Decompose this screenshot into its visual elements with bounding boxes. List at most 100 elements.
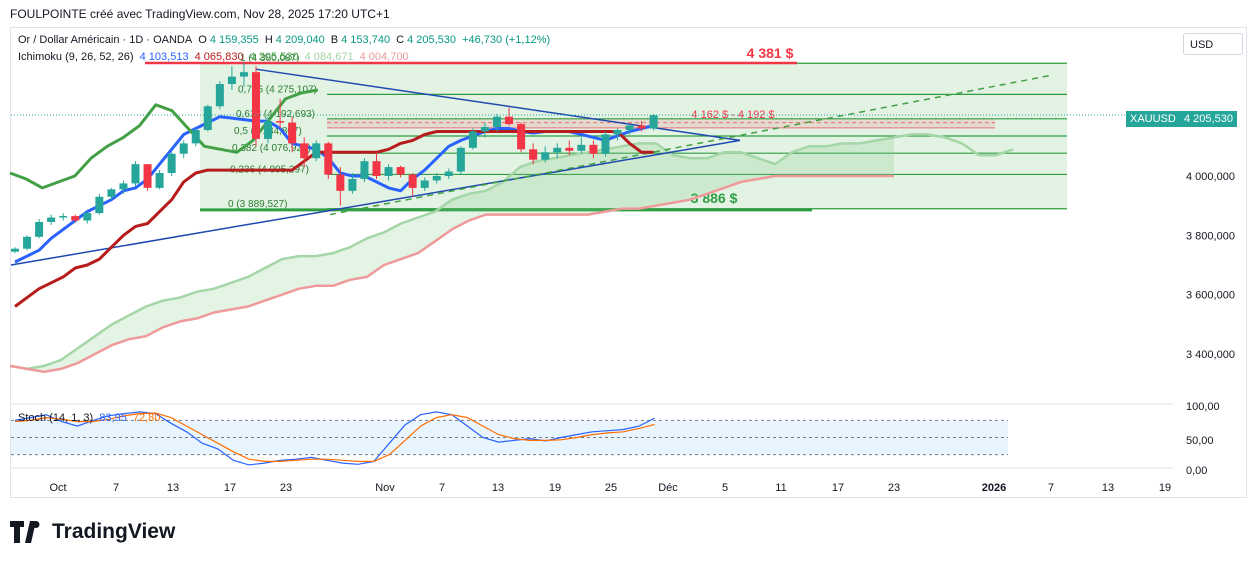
- x-tick-label: Oct: [49, 482, 66, 494]
- candle-body: [264, 121, 273, 139]
- tradingview-logo-icon: [10, 521, 40, 543]
- triangle-upper-trendline: [255, 68, 741, 142]
- candle-body: [71, 216, 80, 221]
- change-value: +46,730 (+1,12%): [462, 34, 551, 46]
- ichimoku-chikou-value: 4 205,530: [249, 51, 299, 63]
- fib-label: 0,618 (4 192,693): [236, 109, 315, 120]
- candle-body: [637, 125, 646, 129]
- x-tick-label: Nov: [375, 482, 395, 494]
- candle-body: [360, 161, 369, 179]
- x-tick-label: 19: [549, 482, 561, 494]
- top-level-label: 4 381 $: [747, 45, 794, 61]
- candle-body: [143, 164, 152, 188]
- range-label: 4 162 $ - 4 192 $: [691, 109, 774, 121]
- ticker-tag-price: 4 205,530: [1180, 111, 1237, 127]
- candle-body: [191, 130, 200, 144]
- candle-body: [517, 124, 526, 150]
- open-value: 4 159,355: [209, 34, 259, 46]
- kijun-sen-line: [14, 130, 654, 308]
- x-tick-label: 17: [832, 482, 844, 494]
- candle-body: [565, 147, 574, 151]
- x-tick-label: 19: [1159, 482, 1171, 494]
- currency-button[interactable]: USD: [1183, 33, 1243, 55]
- candle-body: [203, 106, 212, 131]
- x-tick-label: 7: [1048, 482, 1054, 494]
- candle-body: [23, 236, 32, 249]
- candle-body: [155, 173, 164, 188]
- candle-body: [480, 127, 489, 132]
- candle-body: [348, 178, 357, 191]
- stoch-d-value: 72,80: [132, 412, 161, 424]
- candle-body: [227, 76, 236, 85]
- x-tick-label: 13: [167, 482, 179, 494]
- stoch-label: Stoch (14, 1, 3): [18, 412, 94, 424]
- low-value: 4 153,740: [341, 34, 391, 46]
- candle-body: [625, 125, 634, 131]
- ichimoku-legend[interactable]: Ichimoku (9, 26, 52, 26) 4 103,513 4 065…: [18, 51, 412, 63]
- candle-body: [372, 161, 381, 176]
- y-tick-label: 4 000,000: [1186, 171, 1235, 183]
- candle-body: [35, 221, 44, 237]
- candle-body: [252, 72, 260, 139]
- y-tick-label: 3 800,000: [1186, 230, 1235, 242]
- candle-body: [95, 196, 104, 214]
- x-tick-label: 17: [224, 482, 236, 494]
- candle-body: [324, 143, 333, 175]
- candle-body: [456, 147, 465, 172]
- chart-frame: [10, 27, 1247, 498]
- candle-body: [444, 171, 453, 176]
- x-tick-label: 23: [280, 482, 292, 494]
- ichimoku-spanA-value: 4 084,671: [304, 51, 354, 63]
- candle-body: [47, 217, 56, 222]
- candle-body: [107, 189, 116, 197]
- y-tick-label: 3 400,000: [1186, 349, 1235, 361]
- candle-body: [529, 149, 538, 160]
- candle-body: [649, 115, 658, 129]
- tradingview-logo[interactable]: TradingView: [10, 520, 175, 544]
- triangle-lower-trendline: [10, 139, 741, 266]
- x-tick-label: 7: [113, 482, 119, 494]
- candle-body: [288, 122, 297, 144]
- candle-body: [553, 147, 562, 153]
- fib-label: 1 (4 380,087): [240, 53, 300, 64]
- stoch-legend[interactable]: Stoch (14, 1, 3) 83,95 72,80: [18, 412, 163, 424]
- symbol-label[interactable]: Or / Dollar Américain · 1D · OANDA: [18, 34, 193, 46]
- fib-label: 0,382 (4 076,921): [232, 143, 311, 154]
- candle-body: [420, 180, 429, 188]
- ichimoku-label: Ichimoku (9, 26, 52, 26): [18, 51, 134, 63]
- x-tick-label: 23: [888, 482, 900, 494]
- candle-body: [601, 134, 610, 154]
- x-tick-label: 5: [722, 482, 728, 494]
- stoch-tick-label: 0,00: [1186, 465, 1207, 477]
- stoch-d-line: [14, 412, 655, 462]
- brand-name: TradingView: [52, 520, 176, 543]
- candle-body: [11, 248, 19, 252]
- candle-body: [613, 130, 622, 135]
- projection-dashed-line: [329, 74, 1053, 216]
- high-label: H: [264, 34, 273, 46]
- candle-body: [167, 153, 176, 174]
- candle-body: [119, 183, 128, 190]
- senkou-span-b-line: [9, 174, 894, 374]
- candle-body: [300, 143, 309, 159]
- candle-body: [384, 167, 393, 176]
- candle-body: [276, 121, 285, 123]
- candle-body: [493, 116, 501, 128]
- close-label: C: [396, 34, 405, 46]
- support-level-label: 3 886 $: [691, 190, 738, 206]
- candle-body: [239, 72, 248, 77]
- candle-body: [541, 152, 550, 160]
- candle-body: [408, 174, 417, 188]
- ticker-tag-symbol: XAUUSD: [1126, 111, 1180, 127]
- candle-body: [396, 167, 405, 175]
- candle-body: [83, 213, 92, 221]
- x-tick-label: 25: [605, 482, 617, 494]
- resistance-zone: [327, 119, 995, 128]
- stoch-tick-label: 50,00: [1186, 435, 1214, 447]
- senkou-span-a-line: [9, 133, 1014, 371]
- ichimoku-kijun-value: 4 065,830: [194, 51, 244, 63]
- y-tick-label: 3 600,000: [1186, 290, 1235, 302]
- stoch-tick-label: 100,00: [1186, 401, 1220, 413]
